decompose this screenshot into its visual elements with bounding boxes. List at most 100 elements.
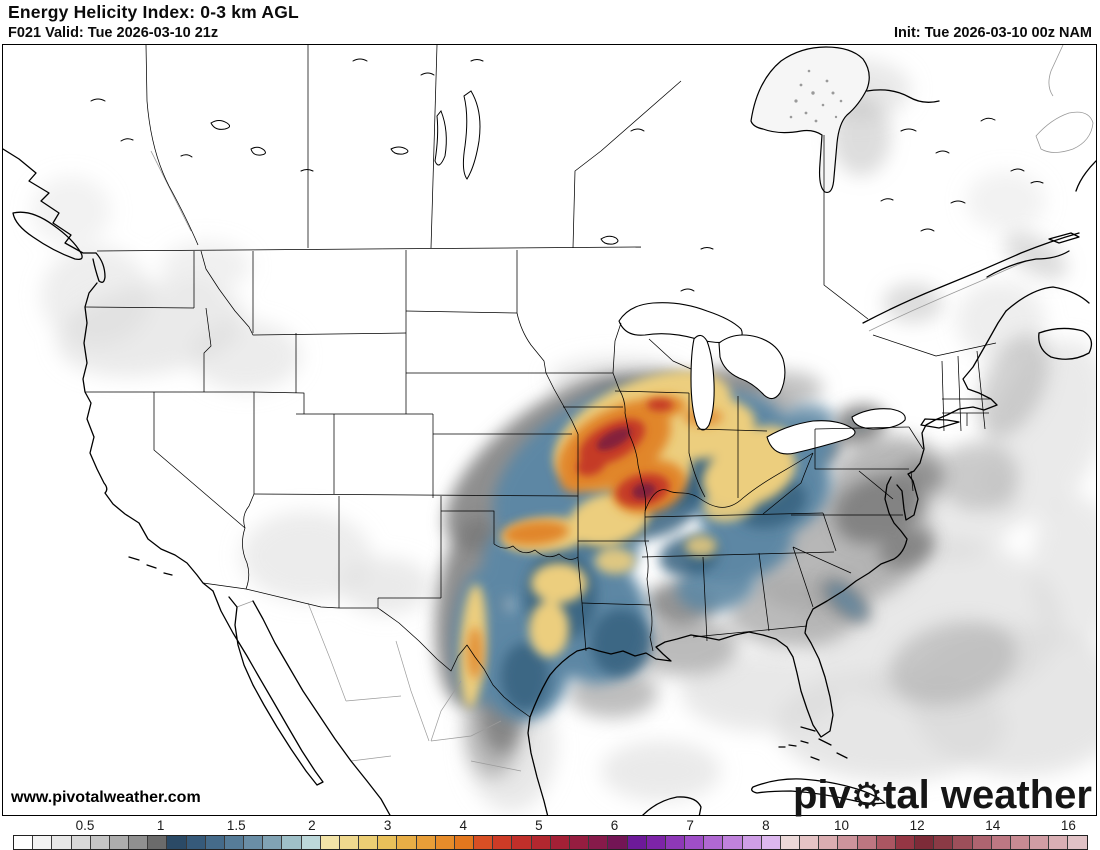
colorbar-cell <box>205 836 225 849</box>
colorbar-cell <box>320 836 340 849</box>
colorbar-cell <box>263 836 283 849</box>
colorbar-cell <box>589 836 609 849</box>
colorbar-cell <box>33 836 53 849</box>
colorbar-cell <box>378 836 398 849</box>
watermark-text-tal-weather: tal weather <box>883 773 1092 817</box>
colorbar-cell <box>454 836 475 849</box>
colorbar-tick-label: 7 <box>686 818 694 833</box>
colorbar-cell <box>972 836 992 849</box>
colorbar-tick-label: 3 <box>383 818 392 833</box>
colorbar-tick-label: 16 <box>1060 818 1076 833</box>
colorbar-cell <box>761 836 781 849</box>
mexico-state-borders <box>236 600 522 772</box>
colorbar-cell <box>915 836 935 849</box>
colorbar-cell <box>301 836 321 849</box>
colorbar-tick-label: 12 <box>909 818 925 833</box>
colorbar-cell <box>819 836 839 849</box>
colorbar-tick-label: 14 <box>985 818 1001 833</box>
colorbar-cell <box>1010 836 1031 849</box>
colorbar-cell <box>780 836 801 849</box>
colorbar-cell <box>435 836 455 849</box>
colorbar-cell <box>14 836 34 849</box>
colorbar-cell <box>493 836 513 849</box>
colorbar-cell <box>244 836 264 849</box>
colorbar-cell <box>71 836 91 849</box>
colorbar-cell <box>1049 836 1069 849</box>
colorbar-cell <box>838 836 858 849</box>
colorbar-tick-label: 6 <box>610 818 619 833</box>
colorbar-tick-label: 0.5 <box>75 818 95 833</box>
colorbar-cell <box>474 836 494 849</box>
colorbar <box>13 835 1088 850</box>
colorbar-cell <box>109 836 130 849</box>
lake-huron <box>718 334 786 400</box>
nova-scotia <box>1038 327 1093 360</box>
great-lakes <box>618 302 906 455</box>
valid-time-label: F021 Valid: Tue 2026-03-10 21z <box>8 25 219 41</box>
init-time-label: Init: Tue 2026-03-10 00z NAM <box>894 25 1092 41</box>
colorbar-cell <box>339 836 360 849</box>
colorbar-cell <box>704 836 724 849</box>
colorbar-cell <box>627 836 647 849</box>
colorbar-cell <box>1030 836 1050 849</box>
colorbar-cell <box>186 836 206 849</box>
colorbar-cell <box>52 836 72 849</box>
colorbar-cell <box>723 836 743 849</box>
lake-winnipeg <box>462 90 481 180</box>
colorbar-tick-label: 10 <box>833 818 850 833</box>
colorbar-cell <box>550 836 570 849</box>
colorbar-cell <box>512 836 532 849</box>
colorbar-cell <box>359 836 379 849</box>
colorbar-section: 0.5 1 1.5 2 3 4 5 6 7 8 10 12 14 16 <box>0 817 1100 850</box>
colorbar-cell <box>397 836 417 849</box>
gear-icon: ⚙ <box>850 775 884 816</box>
colorbar-cell <box>608 836 628 849</box>
pivotal-weather-watermark: piv⚙tal weather <box>793 775 1092 815</box>
colorbar-tick-label: 2 <box>308 818 316 833</box>
map-frame: www.pivotalweather.com piv⚙tal weather <box>2 44 1097 816</box>
colorbar-tick-label: 8 <box>762 818 770 833</box>
colorbar-cell <box>934 836 954 849</box>
colorbar-cell <box>90 836 110 849</box>
watermark-text-piv: piv <box>792 773 851 817</box>
colorbar-cell <box>646 836 666 849</box>
lake-ontario <box>851 408 906 430</box>
coastlines <box>3 89 1096 815</box>
canada-lakes <box>90 58 1044 292</box>
colorbar-cell <box>531 836 551 849</box>
colorbar-cell <box>416 836 436 849</box>
colorbar-cell <box>167 836 187 849</box>
ehi-field-gray-light <box>31 59 1096 811</box>
colorbar-cell <box>282 836 302 849</box>
lake-michigan <box>690 334 715 431</box>
colorbar-cell <box>857 836 877 849</box>
page-title: Energy Helicity Index: 0-3 km AGL <box>8 2 299 22</box>
colorbar-cell <box>685 836 705 849</box>
baja-california <box>212 590 324 786</box>
colorbar-cell <box>148 836 168 849</box>
colorbar-cell <box>569 836 590 849</box>
colorbar-cell <box>895 836 916 849</box>
province-borders <box>150 45 1094 332</box>
state-borders <box>84 45 997 718</box>
colorbar-cell <box>991 836 1011 849</box>
colorbar-cell <box>665 836 686 849</box>
hudson-bay-ice-speckle <box>789 69 843 123</box>
colorbar-tick-label: 1.5 <box>226 818 246 833</box>
site-url-watermark: www.pivotalweather.com <box>11 789 201 806</box>
colorbar-tick-labels: 0.5 1 1.5 2 3 4 5 6 7 8 10 12 14 16 <box>0 817 1100 834</box>
colorbar-cell <box>876 836 896 849</box>
colorbar-cell <box>953 836 973 849</box>
colorbar-cell <box>1068 836 1087 849</box>
anticosti-island <box>1048 232 1080 244</box>
vancouver-island <box>12 211 83 261</box>
colorbar-cell <box>129 836 149 849</box>
colorbar-tick-label: 4 <box>459 818 468 833</box>
colorbar-cell <box>800 836 820 849</box>
colorbar-tick-label: 5 <box>535 818 543 833</box>
colorbar-cell <box>742 836 762 849</box>
cuba <box>751 778 886 805</box>
colorbar-cell <box>224 836 245 849</box>
colorbar-tick-label: 1 <box>156 818 165 833</box>
